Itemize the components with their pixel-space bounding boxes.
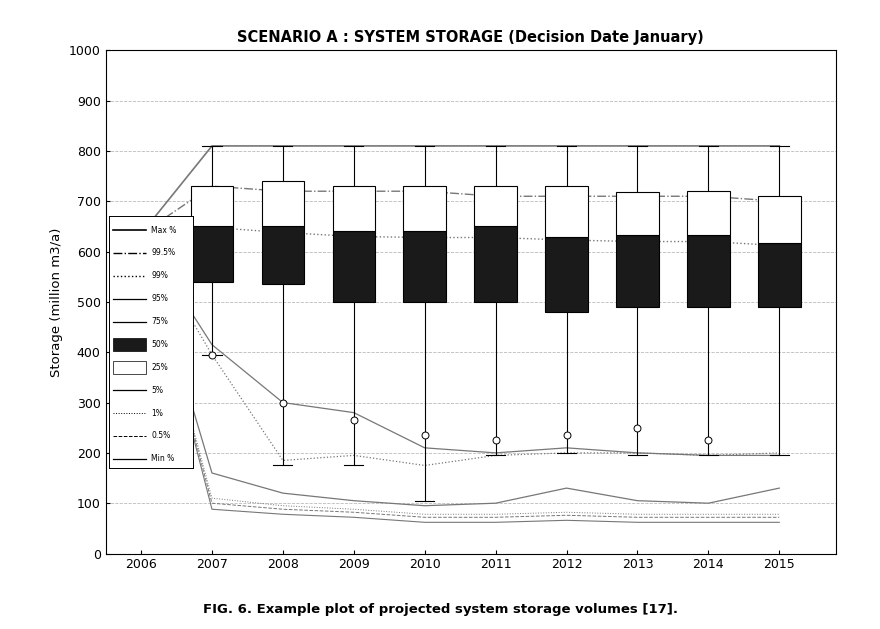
Bar <box>113 338 146 351</box>
Y-axis label: Storage (million m3/a): Storage (million m3/a) <box>50 227 63 377</box>
Bar <box>474 186 517 226</box>
Title: SCENARIO A : SYSTEM STORAGE (Decision Date January): SCENARIO A : SYSTEM STORAGE (Decision Da… <box>238 30 704 45</box>
Text: 5%: 5% <box>151 386 164 395</box>
Text: 95%: 95% <box>151 294 168 303</box>
Bar <box>616 235 659 307</box>
Bar <box>403 231 446 302</box>
Bar <box>687 191 730 235</box>
Bar <box>191 226 233 282</box>
Text: Min %: Min % <box>151 454 174 464</box>
Text: Max %: Max % <box>151 226 177 235</box>
Bar <box>261 181 304 226</box>
Bar <box>616 192 659 235</box>
Text: 0.5%: 0.5% <box>151 431 171 440</box>
Bar <box>758 243 801 307</box>
Text: FIG. 6. Example plot of projected system storage volumes [17].: FIG. 6. Example plot of projected system… <box>202 603 678 616</box>
Text: 1%: 1% <box>151 409 163 418</box>
Bar <box>758 196 801 243</box>
Bar <box>333 231 375 302</box>
Text: 99%: 99% <box>151 271 168 281</box>
Text: 25%: 25% <box>151 363 168 372</box>
Bar <box>546 237 588 312</box>
Text: 50%: 50% <box>151 340 168 349</box>
Bar <box>474 226 517 302</box>
Bar <box>261 226 304 284</box>
Bar <box>113 361 146 374</box>
Bar <box>546 186 588 237</box>
Bar <box>403 186 446 231</box>
Text: 99.5%: 99.5% <box>151 248 175 257</box>
Bar <box>333 186 375 231</box>
Bar <box>687 235 730 307</box>
Bar <box>191 186 233 226</box>
Text: 75%: 75% <box>151 317 168 326</box>
